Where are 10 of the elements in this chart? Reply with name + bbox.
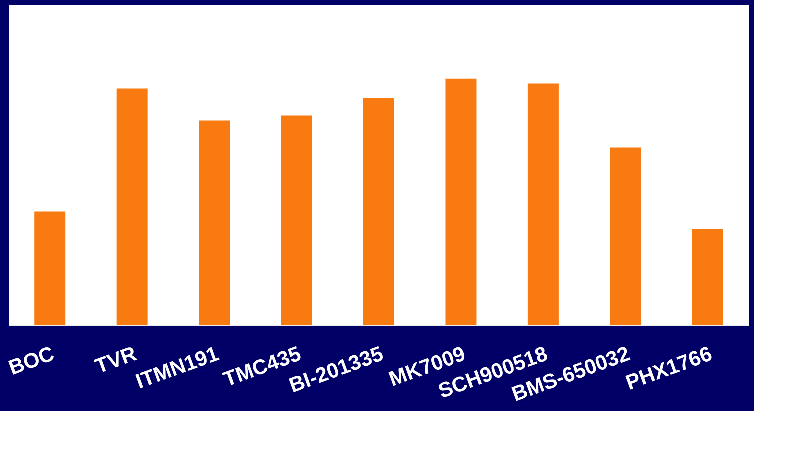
bar	[610, 148, 642, 325]
bar	[34, 212, 66, 325]
bar	[364, 98, 394, 325]
bar	[281, 116, 312, 325]
bar	[199, 120, 230, 325]
bar	[692, 229, 724, 325]
bar	[446, 78, 477, 325]
bar	[528, 84, 559, 325]
bar	[116, 88, 148, 325]
x-tick-label: BOC	[6, 342, 58, 380]
